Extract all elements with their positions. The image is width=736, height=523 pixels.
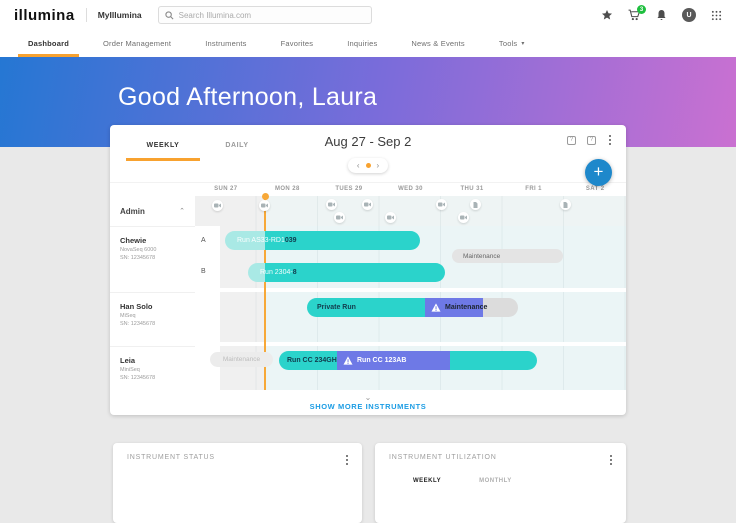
- run-event[interactable]: Private Run Maintenance: [307, 298, 518, 317]
- run-event[interactable]: Run CC 234GH Run CC 123AB: [279, 351, 537, 370]
- instrument-row-chewie: Chewie NovaSeq 6000 SN: 12345678 A B Run…: [110, 226, 626, 288]
- camera-icon[interactable]: [212, 200, 223, 211]
- user-avatar[interactable]: U: [682, 8, 696, 22]
- current-time-indicator: [261, 193, 269, 390]
- nav-order-management[interactable]: Order Management: [102, 39, 172, 48]
- pager-dot[interactable]: [365, 163, 371, 168]
- chevron-down-icon: ▾: [521, 41, 525, 47]
- top-bar: illumina MyIllumina 3 U: [0, 0, 736, 30]
- instrument-serial: SN: 12345678: [120, 321, 156, 327]
- kebab-menu-icon[interactable]: [608, 454, 614, 466]
- admin-row: Admin ⌃: [110, 196, 626, 226]
- product-name[interactable]: MyIllumina: [97, 10, 142, 20]
- instrument-name: Han Solo: [120, 302, 153, 311]
- day-header: MON 28: [274, 186, 300, 192]
- search-input[interactable]: [178, 10, 365, 20]
- schedule-grid: Admin ⌃ Chewie NovaSeq 6000: [110, 193, 626, 390]
- instrument-row-han-solo: Han Solo MiSeq SN: 12345678 Private Run …: [110, 292, 626, 342]
- add-button[interactable]: +: [585, 159, 612, 186]
- run-event[interactable]: Run 2304- 8: [248, 263, 445, 282]
- current-time-dot: [261, 193, 269, 200]
- search-icon: [164, 10, 174, 19]
- tab-weekly[interactable]: WEEKLY: [126, 142, 200, 161]
- instrument-row-leia: Leia MiniSeq SN: 12345678 Maintenance Ru…: [110, 346, 626, 390]
- favorites-star-icon[interactable]: [601, 9, 613, 21]
- group-label: Admin: [120, 206, 145, 216]
- tab-monthly[interactable]: MONTHLY: [479, 478, 512, 484]
- illumina-logo[interactable]: illumina: [14, 6, 75, 24]
- help-icon[interactable]: ?: [587, 135, 596, 145]
- instrument-model: NovaSeq 6000: [120, 247, 157, 253]
- run-event[interactable]: Run AS33-RD1 039: [225, 231, 420, 250]
- nav-favorites[interactable]: Favorites: [280, 39, 314, 48]
- help-icon[interactable]: ?: [567, 135, 576, 145]
- instrument-serial: SN: 12345678: [120, 375, 156, 381]
- nav-instruments[interactable]: Instruments: [205, 39, 247, 48]
- day-header: THU 31: [460, 186, 484, 192]
- show-more-instruments-link[interactable]: SHOW MORE INSTRUMENTS: [309, 401, 427, 411]
- camera-icon[interactable]: [334, 212, 345, 223]
- day-header: WED 30: [398, 186, 423, 192]
- instrument-utilization-card: INSTRUMENT UTILIZATION WEEKLY MONTHLY: [375, 443, 626, 523]
- camera-icon[interactable]: [259, 200, 270, 211]
- camera-icon[interactable]: [458, 212, 469, 223]
- date-range-title: Aug 27 - Sep 2: [324, 134, 412, 149]
- instrument-name: Leia: [120, 356, 136, 365]
- divider: [85, 8, 87, 22]
- prev-week-icon[interactable]: ‹: [356, 160, 360, 170]
- day-header: TUES 29: [335, 186, 363, 192]
- nav-dashboard[interactable]: Dashboard: [18, 30, 79, 57]
- camera-icon[interactable]: [326, 199, 337, 210]
- lane-label-a: A: [201, 237, 206, 244]
- tab-weekly[interactable]: WEEKLY: [413, 478, 442, 484]
- scheduler-card: WEEKLY DAILY Aug 27 - Sep 2 ‹ › ? ? + SU…: [110, 125, 626, 415]
- camera-icon[interactable]: [385, 212, 396, 223]
- instrument-name: Chewie: [120, 236, 147, 245]
- day-header-row: SUN 27 MON 28 TUES 29 WED 30 THU 31 FRI …: [110, 182, 626, 196]
- nav-inquiries[interactable]: Inquiries: [347, 39, 378, 48]
- maintenance-event[interactable]: Maintenance: [452, 249, 563, 263]
- day-header: SAT 2: [585, 186, 605, 192]
- warning-icon: [431, 303, 441, 312]
- chevron-up-icon[interactable]: ⌃: [179, 208, 185, 215]
- instrument-model: MiniSeq: [120, 367, 140, 373]
- camera-icon[interactable]: [362, 199, 373, 210]
- kebab-menu-icon[interactable]: [607, 134, 613, 146]
- main-nav: Dashboard Order Management Instruments F…: [0, 30, 736, 57]
- cart-badge: 3: [637, 5, 646, 14]
- document-icon[interactable]: [470, 199, 481, 210]
- greeting-text: Good Afternoon, Laura: [118, 83, 378, 111]
- tab-daily[interactable]: DAILY: [225, 142, 249, 149]
- instrument-serial: SN: 12345678: [120, 255, 156, 261]
- next-week-icon[interactable]: ›: [376, 160, 380, 170]
- warning-icon: [343, 356, 353, 365]
- card-title: INSTRUMENT UTILIZATION: [389, 454, 497, 461]
- lane-label-b: B: [201, 268, 206, 275]
- document-icon[interactable]: [560, 199, 571, 210]
- camera-icon[interactable]: [436, 199, 447, 210]
- instrument-model: MiSeq: [120, 313, 136, 319]
- card-title: INSTRUMENT STATUS: [127, 454, 215, 461]
- apps-grid-icon[interactable]: [711, 10, 722, 21]
- nav-news-events[interactable]: News & Events: [411, 39, 465, 48]
- cart-icon[interactable]: 3: [628, 5, 646, 21]
- search-bar[interactable]: [157, 6, 372, 24]
- instrument-status-card: INSTRUMENT STATUS: [113, 443, 362, 523]
- kebab-menu-icon[interactable]: [344, 454, 350, 466]
- day-header: FRI 1: [525, 186, 542, 192]
- nav-tools[interactable]: Tools ▾: [498, 39, 525, 48]
- day-header: SUN 27: [214, 186, 238, 192]
- past-maintenance-event[interactable]: Maintenance: [210, 352, 273, 367]
- chevron-down-icon[interactable]: ⌄: [364, 392, 372, 402]
- notifications-bell-icon[interactable]: [656, 9, 667, 21]
- week-pager: ‹ ›: [348, 158, 388, 173]
